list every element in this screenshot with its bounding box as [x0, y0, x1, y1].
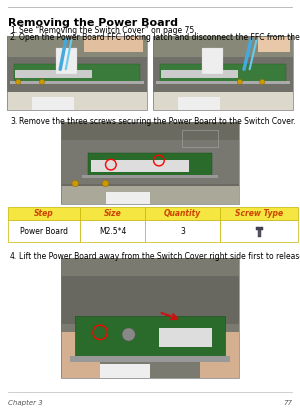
Bar — [200, 332, 239, 378]
Bar — [14, 64, 140, 83]
Bar — [61, 186, 239, 204]
Bar — [8, 207, 80, 220]
Bar — [82, 175, 218, 178]
Bar — [153, 36, 293, 110]
Circle shape — [16, 79, 21, 84]
Bar — [91, 160, 189, 171]
Bar — [106, 192, 150, 204]
Bar — [161, 70, 238, 78]
Bar — [7, 36, 147, 110]
Bar — [7, 89, 147, 110]
Text: Power Board: Power Board — [20, 226, 68, 236]
Bar — [159, 328, 212, 347]
Bar — [8, 220, 80, 242]
Bar — [258, 37, 290, 52]
Circle shape — [39, 79, 45, 84]
Circle shape — [102, 180, 109, 187]
Circle shape — [237, 79, 242, 84]
Text: Open the Power Board FFC locking latch and disconnect the FFC from the Power Boa: Open the Power Board FFC locking latch a… — [19, 33, 300, 42]
Bar — [220, 207, 298, 220]
Text: Quantity: Quantity — [164, 209, 201, 218]
Bar — [153, 36, 293, 110]
Bar — [160, 64, 286, 83]
Bar — [7, 89, 147, 110]
Bar — [32, 97, 74, 110]
Text: 3.: 3. — [10, 117, 17, 126]
Bar — [10, 81, 144, 84]
Bar — [153, 57, 293, 92]
Text: Step: Step — [34, 209, 54, 218]
Text: 4.: 4. — [10, 252, 17, 261]
Bar — [7, 57, 147, 92]
Text: See “Removing the Switch Cover” on page 75.: See “Removing the Switch Cover” on page … — [19, 26, 197, 35]
Circle shape — [122, 328, 135, 341]
Bar — [153, 89, 293, 110]
Text: 2.: 2. — [10, 33, 17, 42]
Bar — [61, 140, 239, 184]
Bar — [156, 81, 290, 84]
Text: Lift the Power Board away from the Switch Cover right side first to release the : Lift the Power Board away from the Switc… — [19, 252, 300, 261]
Text: 3: 3 — [180, 226, 185, 236]
Text: Removing the Power Board: Removing the Power Board — [8, 18, 178, 28]
Text: 1.: 1. — [10, 26, 17, 35]
Bar — [88, 153, 212, 176]
Bar — [256, 226, 262, 229]
Bar — [15, 70, 92, 78]
Bar — [178, 97, 220, 110]
Bar — [75, 315, 225, 357]
Bar — [220, 220, 298, 242]
Bar — [56, 48, 77, 74]
Bar — [61, 258, 239, 378]
Text: Size: Size — [103, 209, 122, 218]
Bar — [70, 356, 230, 362]
Bar — [61, 276, 239, 324]
Bar — [182, 130, 218, 147]
Bar — [84, 37, 143, 52]
Text: M2.5*4: M2.5*4 — [99, 226, 126, 236]
Bar — [80, 207, 145, 220]
Text: Remove the three screws securing the Power Board to the Switch Cover.: Remove the three screws securing the Pow… — [19, 117, 296, 126]
Bar — [61, 122, 239, 204]
Bar — [61, 258, 239, 378]
Bar — [80, 220, 145, 242]
Bar — [257, 228, 260, 237]
Circle shape — [260, 79, 265, 84]
Bar — [145, 220, 220, 242]
Text: Chapter 3: Chapter 3 — [8, 400, 43, 406]
Bar — [100, 364, 150, 378]
Text: Screw Type: Screw Type — [235, 209, 283, 218]
Bar — [145, 207, 220, 220]
Bar — [61, 332, 100, 378]
Bar — [202, 48, 223, 74]
Bar — [84, 36, 143, 52]
Bar — [7, 36, 147, 110]
Text: 77: 77 — [283, 400, 292, 406]
Bar — [61, 122, 239, 204]
Circle shape — [72, 180, 79, 187]
